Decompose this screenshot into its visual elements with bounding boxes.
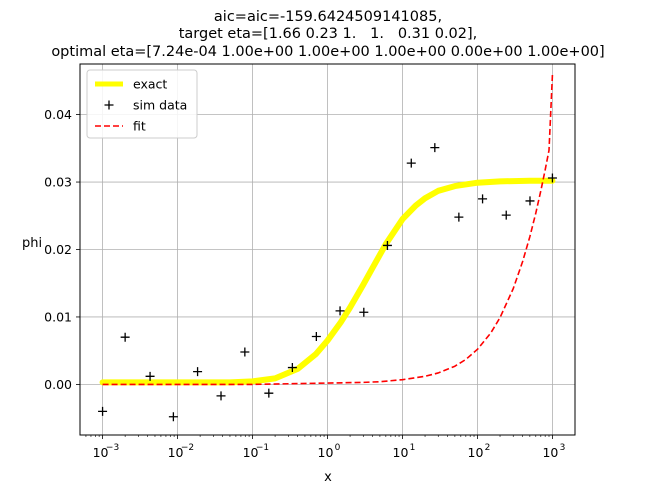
legend-label: fit	[133, 119, 146, 134]
sim-data-point	[120, 332, 130, 342]
x-tick-exponent: 2	[485, 443, 491, 453]
legend-marker	[104, 100, 114, 110]
legend-box	[86, 69, 198, 139]
sim-data-point	[168, 412, 178, 422]
sim-data-point	[287, 363, 297, 373]
sim-data-point	[406, 158, 416, 168]
sim-data-point	[311, 332, 321, 342]
sim-data-point	[454, 212, 464, 222]
sim-data-point	[216, 391, 226, 401]
y-tick-label: 0.00	[44, 377, 72, 392]
x-tick-exponent: 0	[335, 443, 341, 453]
legend-label: sim data	[133, 98, 187, 113]
chart-title: aic=aic=-159.6424509141085, target eta=[…	[51, 9, 604, 60]
x-tick-exponent: 3	[560, 443, 566, 453]
title-line-1: aic=aic=-159.6424509141085,	[214, 9, 442, 25]
x-tick-label: 10	[168, 445, 184, 460]
sim-data-point	[359, 307, 369, 317]
legend-label: exact	[133, 77, 167, 92]
sim-data-point	[525, 196, 535, 206]
x-tick-label: 10	[468, 445, 484, 460]
x-tick-label: 10	[393, 445, 409, 460]
sim-data-point	[335, 306, 345, 316]
sim-data-point	[264, 388, 274, 398]
sim-data-point	[547, 173, 557, 183]
x-tick-label: 10	[318, 445, 334, 460]
x-tick-exponent: −3	[106, 443, 119, 453]
sim-data-point	[430, 143, 440, 153]
y-tick-label: 0.03	[44, 175, 72, 190]
sim-data-point	[98, 406, 108, 416]
exact-line	[99, 177, 556, 386]
y-axis-label: phi	[22, 236, 42, 251]
title-line-3: optimal eta=[7.24e-04 1.00e+00 1.00e+00 …	[51, 44, 604, 60]
legend: exact sim data fit	[86, 69, 198, 139]
x-tick-exponent: −1	[256, 443, 269, 453]
sim-data-point	[501, 210, 511, 220]
axes: 10−3 10−2 10−1 10 0 10 1 10 2 10 30.000.010.020.03…	[44, 63, 576, 460]
x-tick-label: 10	[243, 445, 259, 460]
x-tick-label: 10	[542, 445, 558, 460]
fit-line	[102, 74, 554, 386]
sim-data-point	[240, 347, 250, 357]
x-axis-label: x	[324, 470, 332, 485]
x-tick-exponent: 1	[410, 443, 416, 453]
x-tick-exponent: −2	[181, 443, 194, 453]
y-tick-label: 0.04	[44, 107, 72, 122]
sim-data-point	[193, 367, 203, 377]
y-tick-label: 0.01	[44, 309, 72, 324]
sim-data-point	[145, 371, 155, 381]
sim-data-point	[478, 194, 488, 204]
title-line-2: target eta=[1.66 0.23 1. 1. 0.31 0.02],	[179, 26, 478, 42]
x-tick-label: 10	[93, 445, 109, 460]
y-tick-label: 0.02	[44, 242, 72, 257]
sim-data-point	[382, 240, 392, 250]
